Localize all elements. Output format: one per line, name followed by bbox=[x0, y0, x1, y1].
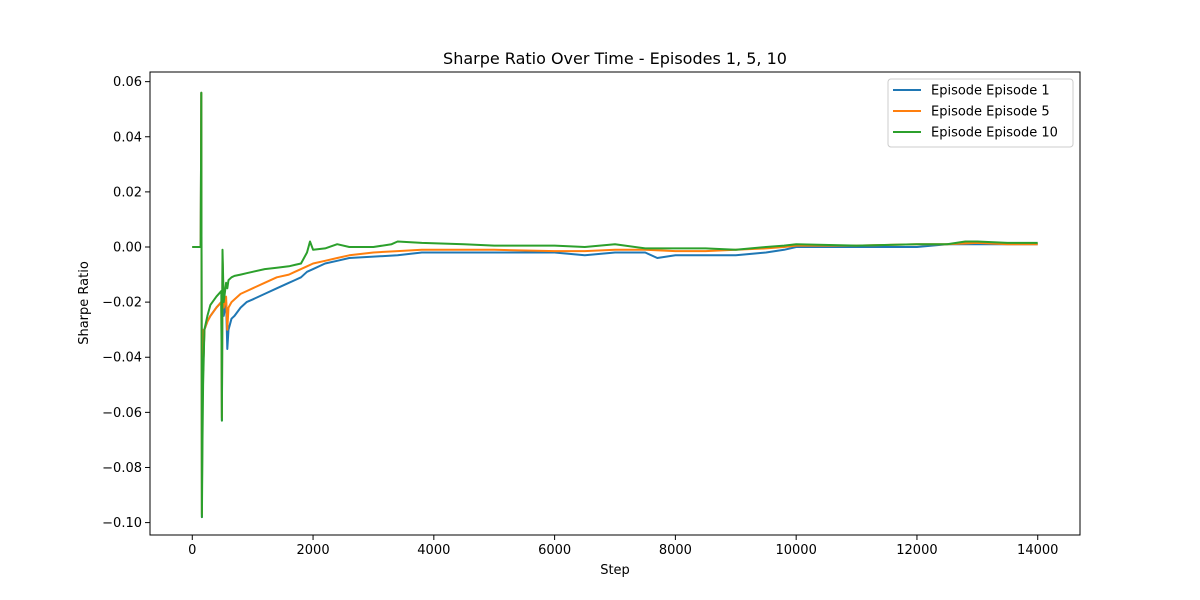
legend-label-2: Episode Episode 5 bbox=[931, 105, 1050, 120]
y-tick-label: 0.06 bbox=[113, 75, 142, 90]
y-tick-label: −0.06 bbox=[102, 406, 142, 421]
legend: Episode Episode 1 Episode Episode 5 Episod… bbox=[887, 78, 1074, 148]
legend-label-1: Episode Episode 1 bbox=[931, 84, 1050, 99]
series-line-2 bbox=[192, 91, 1038, 516]
x-tick-label: 6000 bbox=[538, 543, 571, 558]
y-tick-label: 0.00 bbox=[113, 241, 142, 256]
legend-label-3: Episode Episode 10 bbox=[931, 126, 1058, 141]
x-tick-label: 14000 bbox=[1017, 543, 1058, 558]
chart-title: Sharpe Ratio Over Time - Episodes 1, 5, … bbox=[443, 49, 787, 68]
series-line-1 bbox=[192, 91, 1038, 519]
series-layer bbox=[192, 91, 1038, 519]
x-tick-label: 12000 bbox=[896, 543, 937, 558]
x-axis-label: Step bbox=[600, 563, 630, 578]
y-axis: −0.10 −0.08 −0.06 −0.04 −0.02 0.00 0.02 0.04 0.0… bbox=[102, 75, 150, 531]
plot-frame bbox=[149, 71, 1081, 536]
y-tick-label: −0.10 bbox=[102, 516, 142, 531]
y-axis-label: Sharpe Ratio bbox=[77, 261, 92, 345]
series-line-3 bbox=[192, 91, 1038, 519]
y-tick-label: 0.04 bbox=[113, 130, 142, 145]
y-tick-label: −0.08 bbox=[102, 461, 142, 476]
x-axis: 0 2000 4000 6000 8000 10000 12000 14000 bbox=[188, 535, 1058, 558]
y-tick-label: −0.02 bbox=[102, 296, 142, 311]
y-tick-label: −0.04 bbox=[102, 351, 142, 366]
x-tick-label: 2000 bbox=[297, 543, 330, 558]
y-tick-label: 0.02 bbox=[113, 185, 142, 200]
x-tick-label: 0 bbox=[188, 543, 196, 558]
x-tick-label: 8000 bbox=[659, 543, 692, 558]
x-tick-label: 10000 bbox=[775, 543, 816, 558]
legend-box bbox=[887, 78, 1074, 148]
x-tick-label: 4000 bbox=[417, 543, 450, 558]
